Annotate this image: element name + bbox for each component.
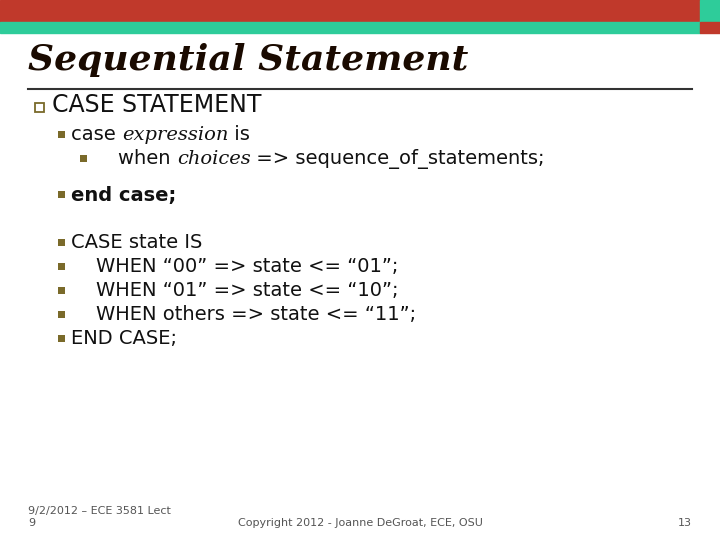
Text: => sequence_of_statements;: => sequence_of_statements;: [251, 149, 545, 169]
Bar: [58, 335, 65, 342]
Text: CASE STATEMENT: CASE STATEMENT: [52, 93, 261, 117]
Bar: [58, 191, 65, 198]
Text: expression: expression: [122, 126, 228, 144]
Bar: [58, 311, 65, 318]
Text: Copyright 2012 - Joanne DeGroat, ECE, OSU: Copyright 2012 - Joanne DeGroat, ECE, OS…: [238, 518, 482, 528]
Bar: [700, 0, 720, 22]
Text: when: when: [93, 150, 176, 168]
Bar: [58, 287, 65, 294]
Text: CASE state IS: CASE state IS: [71, 233, 202, 253]
Text: case: case: [71, 125, 122, 145]
Text: WHEN “00” => state <= “01”;: WHEN “00” => state <= “01”;: [71, 258, 398, 276]
Bar: [58, 263, 65, 270]
Text: choices: choices: [176, 150, 251, 168]
Bar: [700, 22, 720, 33]
Bar: [0, 0, 700, 22]
Bar: [80, 155, 87, 162]
Text: 9/2/2012 – ECE 3581 Lect
9: 9/2/2012 – ECE 3581 Lect 9: [28, 507, 171, 528]
Text: WHEN others => state <= “11”;: WHEN others => state <= “11”;: [71, 306, 416, 325]
Text: Sequential Statement: Sequential Statement: [28, 43, 469, 77]
Text: end case;: end case;: [71, 186, 176, 205]
Text: 13: 13: [678, 518, 692, 528]
Text: WHEN “01” => state <= “10”;: WHEN “01” => state <= “10”;: [71, 281, 398, 300]
Text: is: is: [228, 125, 251, 145]
Bar: [35, 103, 44, 112]
Bar: [0, 22, 700, 33]
Bar: [58, 239, 65, 246]
Bar: [58, 131, 65, 138]
Text: END CASE;: END CASE;: [71, 329, 177, 348]
